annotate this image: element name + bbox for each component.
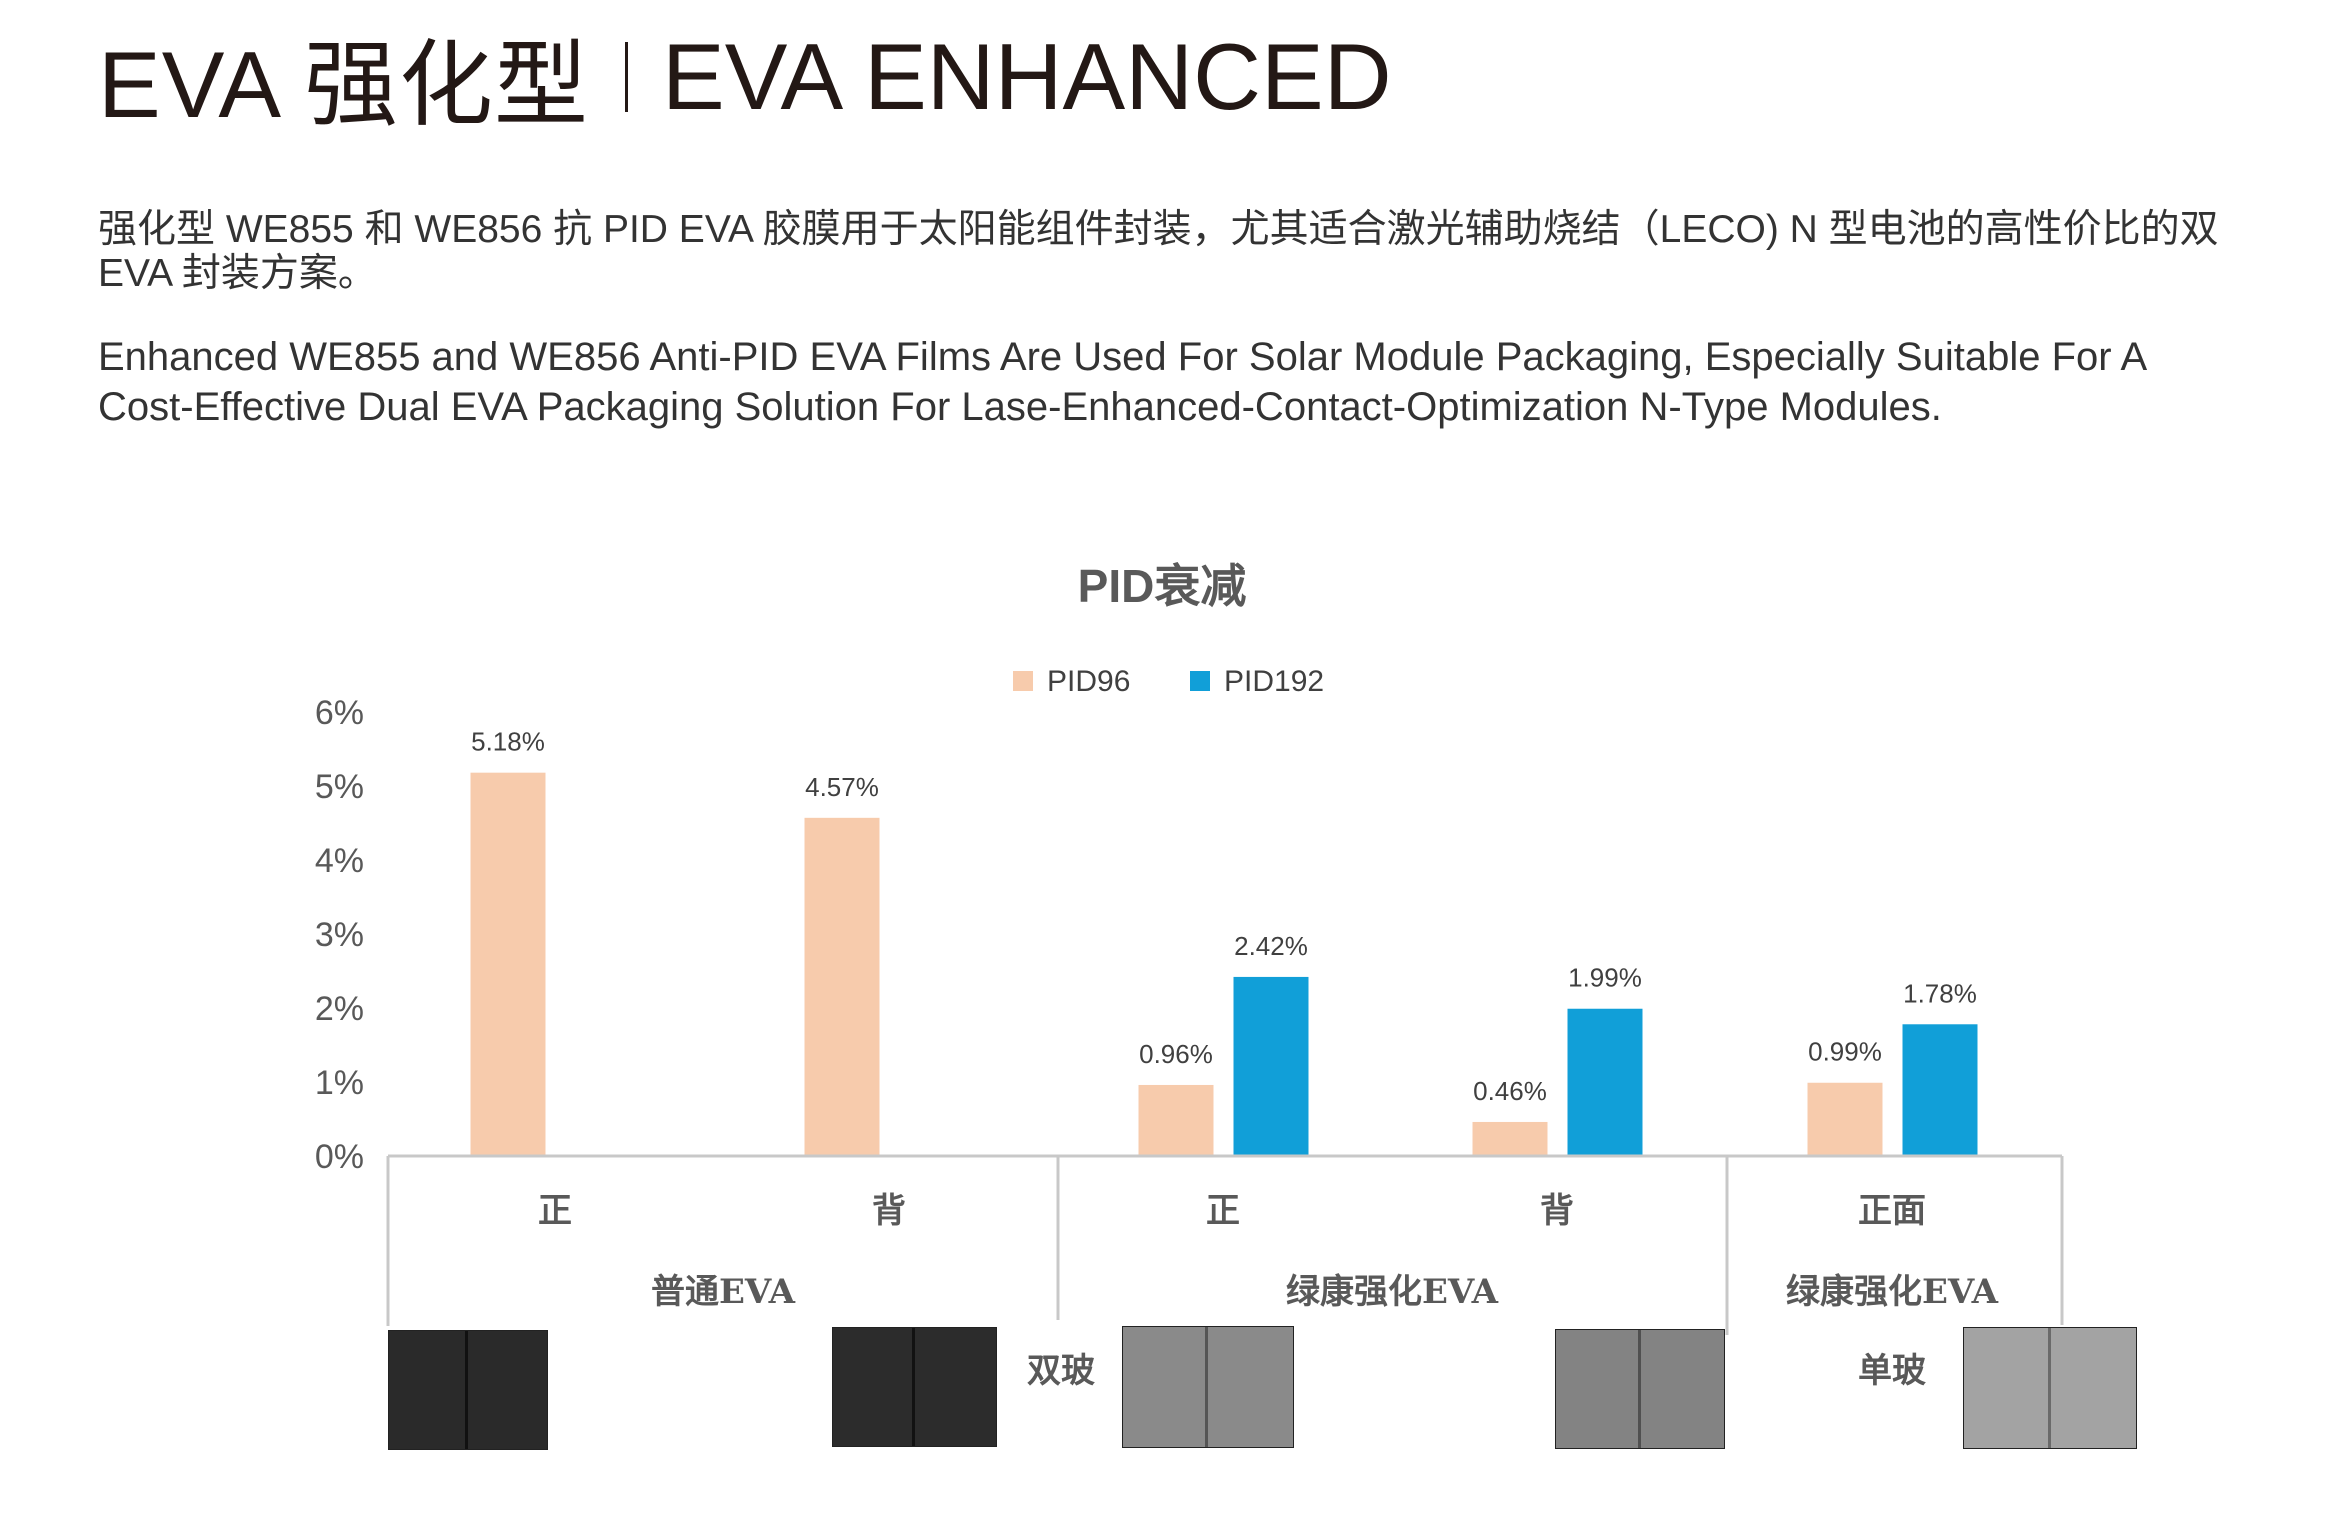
data-label: 0.99% xyxy=(1808,1037,1882,1067)
title-en: EVA ENHANCED xyxy=(662,24,1392,129)
chart-title: PID衰减 xyxy=(1078,560,1247,612)
bar-pid96 xyxy=(1138,1084,1214,1156)
el-image-enhanced-front xyxy=(1122,1326,1294,1448)
bar-pid96 xyxy=(1472,1121,1548,1156)
bar-pid96 xyxy=(804,817,880,1156)
bar-pid192 xyxy=(1902,1024,1978,1156)
glass-type-label: 单玻 xyxy=(1858,1351,1926,1391)
y-tick-label: 2% xyxy=(315,990,364,1028)
y-tick-label: 0% xyxy=(315,1138,364,1176)
legend-swatch-pid96 xyxy=(1013,671,1033,691)
legend-label-pid96: PID96 xyxy=(1047,665,1130,698)
data-label: 1.78% xyxy=(1903,978,1977,1008)
bar-pid192 xyxy=(1233,976,1309,1156)
data-label: 1.99% xyxy=(1568,963,1642,993)
group-label: 绿康强化EVA xyxy=(1786,1272,1999,1312)
y-tick-label: 5% xyxy=(315,768,364,806)
el-image-enhanced-back xyxy=(1555,1329,1725,1449)
glass-type-label: 双玻 xyxy=(1027,1351,1095,1391)
page-title: EVA 强化型 EVA ENHANCED xyxy=(98,22,1392,137)
el-image-normal-front xyxy=(388,1330,548,1450)
el-image-enhanced-single xyxy=(1963,1327,2137,1449)
legend-label-pid192: PID192 xyxy=(1224,665,1324,698)
category-label: 正 xyxy=(538,1191,572,1231)
category-label: 正 xyxy=(1206,1191,1240,1231)
y-tick-label: 3% xyxy=(315,916,364,954)
legend-swatch-pid192 xyxy=(1190,671,1210,691)
category-label: 背 xyxy=(872,1191,906,1231)
data-label: 0.46% xyxy=(1473,1076,1547,1106)
bar-pid96 xyxy=(470,772,546,1156)
title-divider xyxy=(625,42,629,112)
category-label: 正面 xyxy=(1858,1191,1926,1231)
bar-pid192 xyxy=(1567,1008,1643,1156)
group-label: 普通EVA xyxy=(651,1272,796,1312)
group-label: 绿康强化EVA xyxy=(1286,1272,1499,1312)
category-label: 背 xyxy=(1540,1191,1574,1231)
description-cn: 强化型 WE855 和 WE856 抗 PID EVA 胶膜用于太阳能组件封装，… xyxy=(98,208,2219,295)
el-image-normal-back xyxy=(832,1327,997,1447)
y-tick-label: 1% xyxy=(315,1064,364,1102)
data-label: 5.18% xyxy=(471,727,545,757)
bar-pid96 xyxy=(1807,1082,1883,1156)
y-tick-label: 6% xyxy=(315,694,364,732)
title-cn: EVA 强化型 xyxy=(98,32,590,137)
data-label: 0.96% xyxy=(1139,1039,1213,1069)
y-tick-label: 4% xyxy=(315,842,364,880)
data-label: 2.42% xyxy=(1234,931,1308,961)
data-label: 4.57% xyxy=(805,772,879,802)
description-en: Enhanced WE855 and WE856 Anti-PID EVA Fi… xyxy=(98,335,2145,429)
